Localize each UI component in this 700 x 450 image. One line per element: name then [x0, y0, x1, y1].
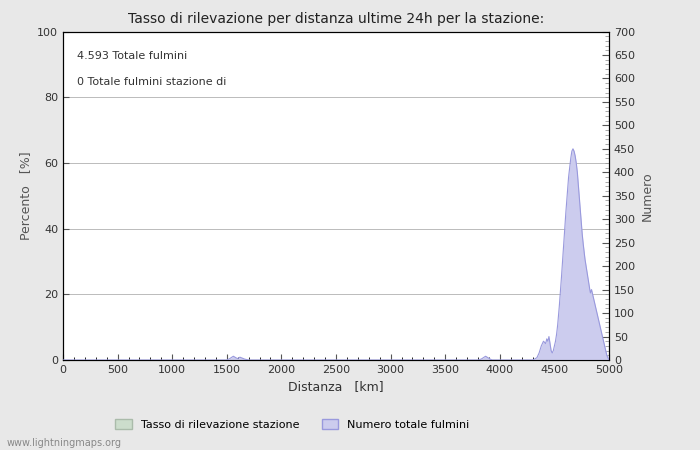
Y-axis label: Numero: Numero — [640, 171, 654, 220]
Y-axis label: Percento   [%]: Percento [%] — [19, 152, 32, 240]
X-axis label: Distanza   [km]: Distanza [km] — [288, 380, 384, 393]
Legend: Tasso di rilevazione stazione, Numero totale fulmini: Tasso di rilevazione stazione, Numero to… — [111, 415, 474, 435]
Text: 0 Totale fulmini stazione di: 0 Totale fulmini stazione di — [77, 77, 226, 87]
Title: Tasso di rilevazione per distanza ultime 24h per la stazione:: Tasso di rilevazione per distanza ultime… — [128, 12, 544, 26]
Text: www.lightningmaps.org: www.lightningmaps.org — [7, 438, 122, 448]
Text: 4.593 Totale fulmini: 4.593 Totale fulmini — [77, 51, 187, 61]
